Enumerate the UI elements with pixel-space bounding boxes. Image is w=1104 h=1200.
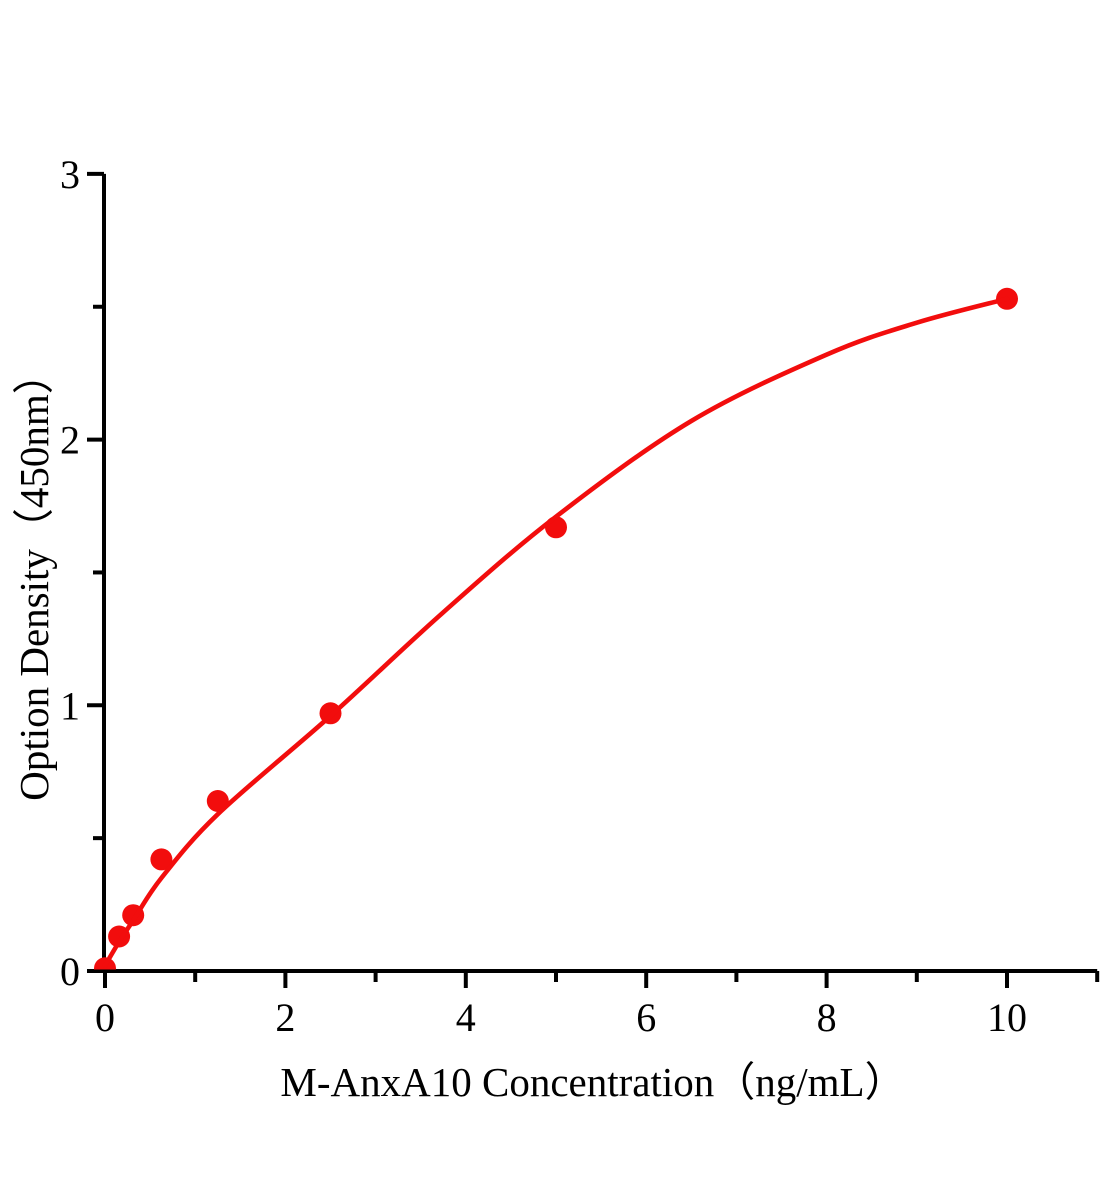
y-axis-title: Option Density（450nm） bbox=[11, 353, 57, 801]
y-tick-label: 2 bbox=[60, 418, 80, 463]
y-tick-label: 0 bbox=[60, 949, 80, 994]
x-tick-label: 8 bbox=[817, 995, 837, 1040]
data-point bbox=[150, 848, 173, 871]
x-tick-label: 2 bbox=[275, 995, 295, 1040]
x-tick-label: 4 bbox=[456, 995, 476, 1040]
y-tick-label: 1 bbox=[60, 683, 80, 728]
tick-labels: 0 2 4 6 8 10 0 1 2 3 bbox=[60, 152, 1027, 1040]
y-tick-label: 3 bbox=[60, 152, 80, 197]
x-tick-label: 0 bbox=[95, 995, 115, 1040]
x-axis-title: M-AnxA10 Concentration（ng/mL） bbox=[280, 1059, 906, 1105]
axes bbox=[87, 171, 1100, 988]
fitted-curve bbox=[102, 296, 1010, 968]
x-tick-label: 10 bbox=[987, 995, 1027, 1040]
plot-series bbox=[94, 287, 1018, 970]
x-tick-label: 6 bbox=[636, 995, 656, 1040]
